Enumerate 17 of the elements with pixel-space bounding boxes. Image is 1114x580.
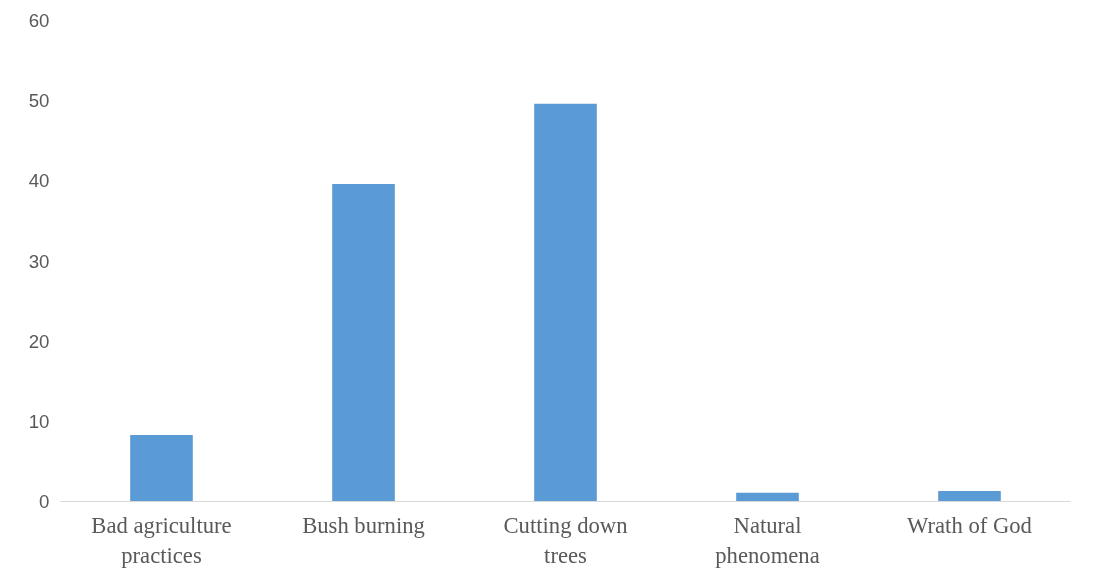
y-tick-label: 30: [28, 250, 50, 272]
bar: [938, 491, 1001, 502]
y-tick-label: 60: [28, 10, 50, 31]
y-tick-label: 40: [28, 170, 50, 192]
x-tick-label: Natural phenomena: [715, 512, 820, 568]
bar: [534, 103, 597, 502]
bar: [130, 434, 193, 502]
y-tick-label: 10: [28, 410, 50, 432]
y-tick-label: 20: [28, 330, 50, 352]
x-tick-label: Bad agriculture practices: [91, 512, 232, 568]
y-tick-label: 50: [28, 90, 50, 112]
x-tick-label: Bush burning: [302, 512, 425, 538]
x-tick-label: Cutting down trees: [503, 512, 628, 568]
x-tick-label: Wrath of God: [907, 512, 1033, 538]
bar: [332, 184, 395, 502]
bar: [736, 492, 799, 502]
y-tick-label: 0: [39, 491, 50, 512]
